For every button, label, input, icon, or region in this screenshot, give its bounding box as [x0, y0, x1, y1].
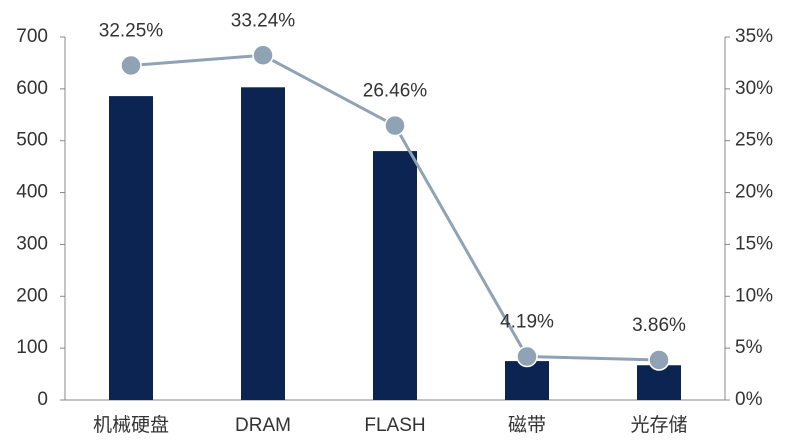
x-tick-label: 光存储	[630, 414, 687, 436]
y2-tick-label: 0%	[735, 389, 763, 410]
y2-tick-label: 30%	[735, 78, 773, 99]
x-tick-label: 磁带	[508, 414, 546, 436]
value-label: 4.19%	[500, 312, 554, 333]
marker	[516, 345, 538, 368]
value-label: 32.25%	[99, 21, 164, 42]
marker	[252, 44, 274, 67]
y2-tick-label: 35%	[735, 26, 773, 47]
marker	[648, 349, 670, 371]
marker	[120, 54, 142, 77]
bar	[637, 365, 681, 400]
value-label: 26.46%	[363, 81, 428, 102]
y2-tick-label: 25%	[735, 130, 773, 151]
bar	[373, 151, 417, 400]
x-tick-label: 机械硬盘	[93, 414, 169, 436]
x-tick-label: FLASH	[364, 415, 425, 436]
y-tick-label: 200	[16, 285, 48, 306]
y2-tick-label: 20%	[735, 182, 773, 203]
y-tick-label: 100	[16, 337, 48, 358]
y-tick-label: 600	[16, 78, 48, 99]
y-tick-label: 0	[37, 389, 48, 410]
y2-tick-label: 15%	[735, 233, 773, 254]
bar	[505, 361, 549, 400]
y-tick-label: 300	[16, 233, 48, 254]
y-tick-label: 700	[16, 26, 48, 47]
bar	[109, 96, 153, 401]
bar	[241, 87, 285, 401]
x-tick-label: DRAM	[235, 415, 291, 436]
marker	[384, 114, 406, 137]
value-label: 33.24%	[231, 10, 296, 31]
y2-tick-label: 10%	[735, 285, 773, 306]
value-label: 3.86%	[632, 315, 686, 336]
y2-tick-label: 5%	[735, 337, 763, 358]
y-tick-label: 500	[16, 130, 48, 151]
y-tick-label: 400	[16, 182, 48, 203]
